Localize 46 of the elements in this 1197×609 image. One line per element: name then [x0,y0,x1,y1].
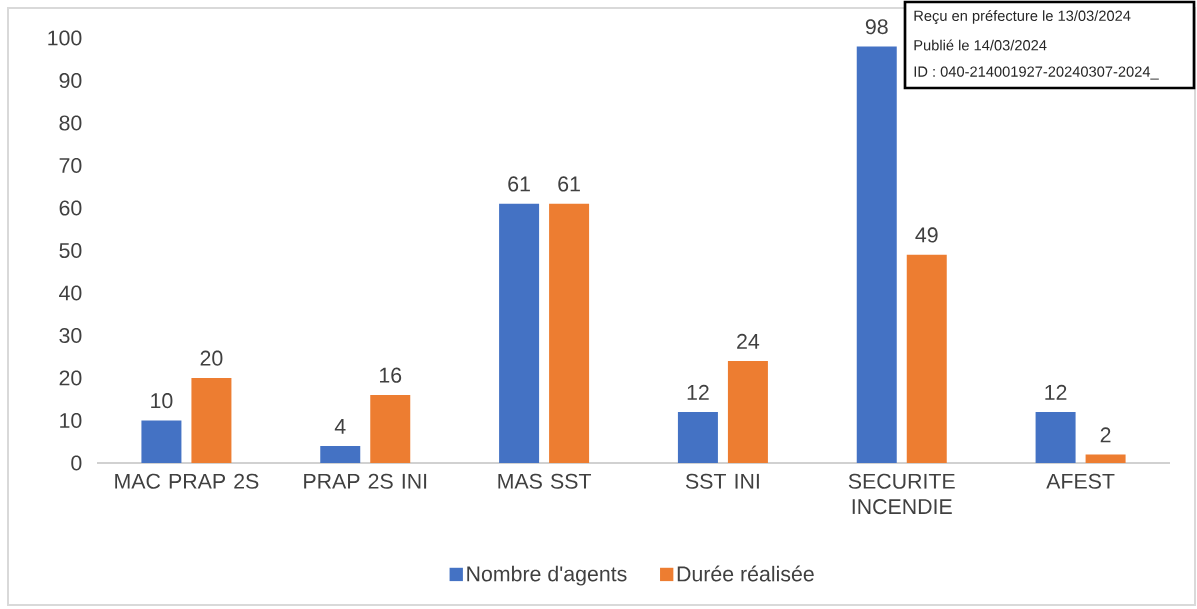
data-label: 10 [151,393,173,409]
bar [1035,411,1076,463]
y-tick-label: 20 [59,370,82,386]
data-label: 49 [915,227,938,243]
data-label: 4 [334,419,346,434]
bar [856,46,897,463]
x-tick-label: SECURITE INCENDIE [848,473,955,515]
y-tick-label: 60 [59,200,82,216]
data-label: 20 [200,350,223,366]
bar [1085,454,1126,463]
x-tick-label: MAC PRAP 2S [115,473,259,489]
y-tick-label: 100 [48,30,82,46]
data-label: 12 [687,384,709,400]
bar [191,377,232,463]
y-tick-label: 90 [59,72,82,89]
annotation: Publié le 14/03/2024 [914,39,1047,51]
bar [727,360,768,463]
bar [370,394,411,463]
y-tick-label: 70 [59,157,82,174]
data-label: 24 [737,333,760,349]
data-label: 12 [1045,384,1067,400]
bar [499,203,540,463]
x-tick-label: AFEST [1046,473,1115,489]
y-tick-label: 10 [60,412,82,429]
x-tick-label: MAS SST [498,473,592,489]
annotation: ID : 040-214001927-20240307-2024_ [914,66,1159,80]
bar [906,254,947,463]
x-tick-label: SST INI [685,473,759,489]
data-label: 98 [865,19,888,35]
legend-label: Durée réalisée [677,565,814,582]
data-label: 16 [380,367,402,383]
y-tick-label: 0 [71,455,82,471]
bar [320,445,361,463]
x-tick-label: PRAP 2S INI [304,473,427,489]
bar [549,203,590,463]
bar [141,420,182,463]
data-label: 61 [558,176,580,192]
text: Reçu en préfecture le 13/03/2024 [914,10,1131,24]
bar [677,411,718,463]
y-tick-label: 50 [59,242,82,259]
y-tick-label: 40 [59,285,82,301]
data-label: 61 [508,176,530,192]
data-label: 2 [1100,427,1111,443]
y-tick-label: 30 [59,327,82,344]
y-tick-label: 80 [59,115,82,131]
legend-label: Nombre d'agents [467,565,627,586]
